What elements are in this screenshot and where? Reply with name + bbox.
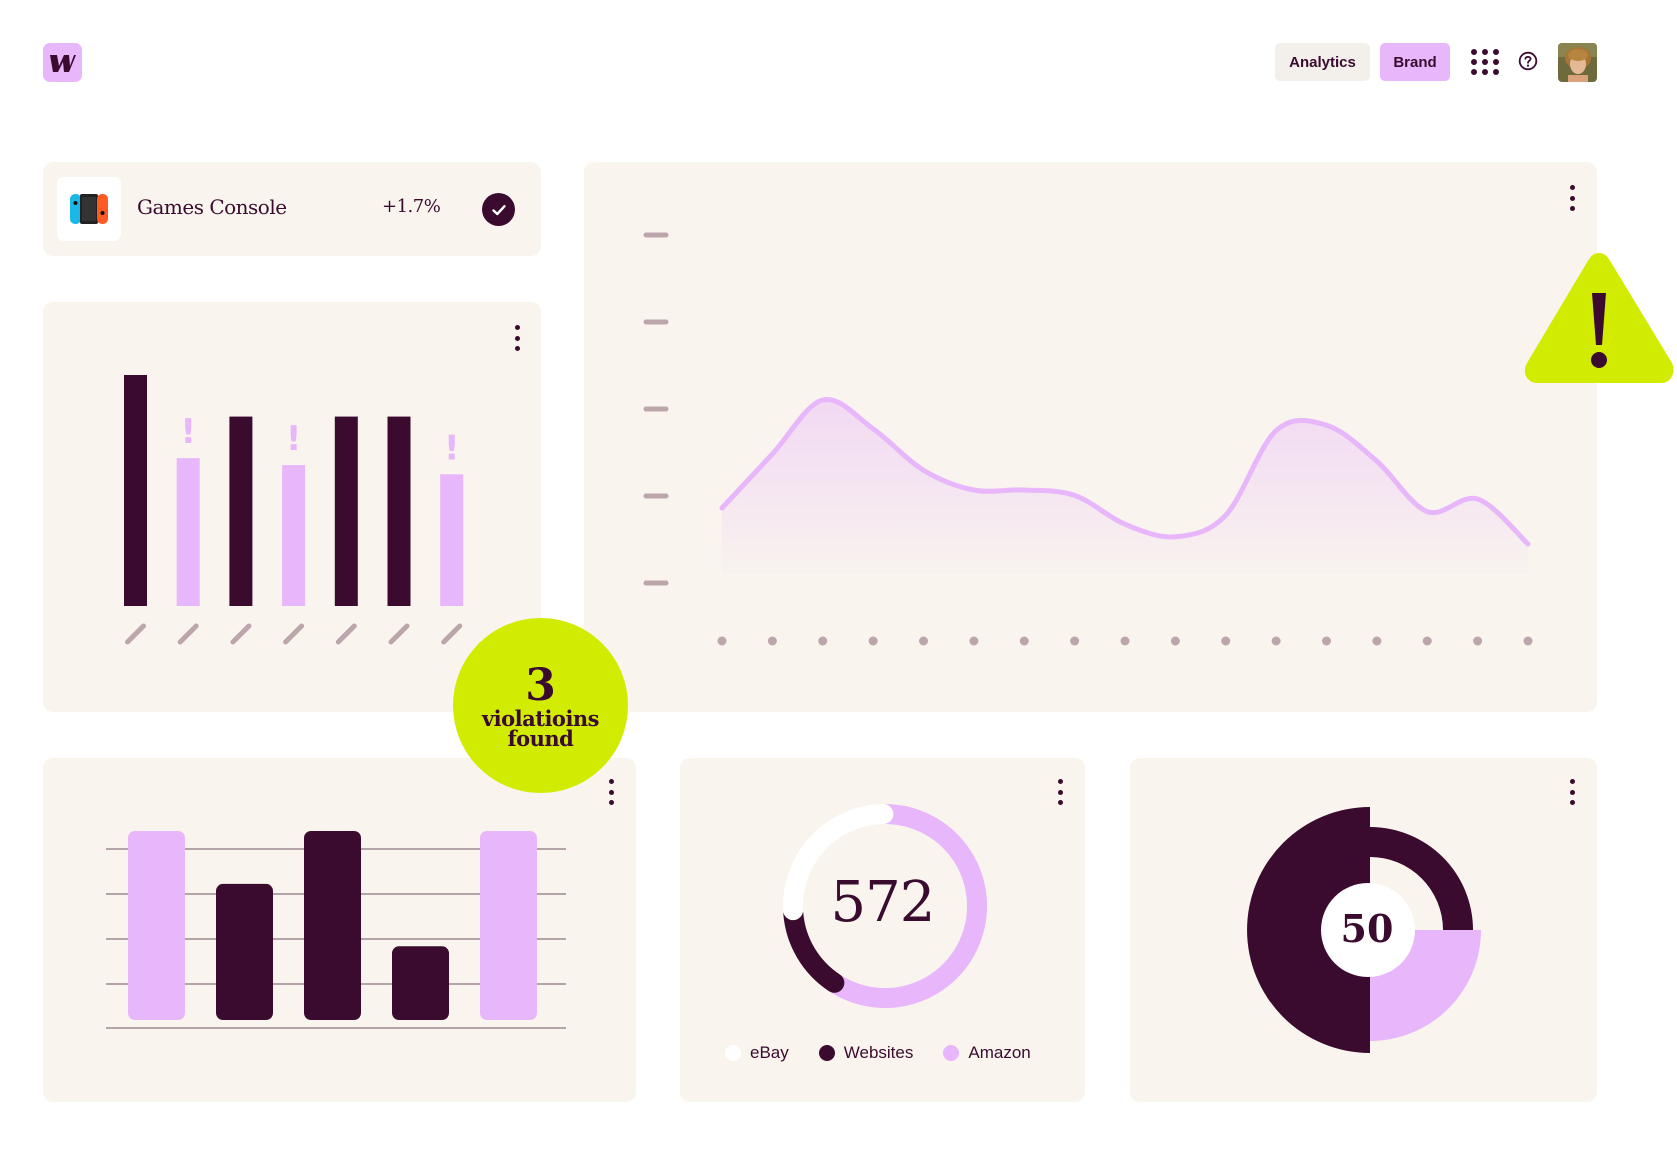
flagged-bar-chart-card: !!! — [43, 302, 541, 712]
bar — [229, 416, 253, 606]
x-tick — [283, 623, 305, 645]
comparison-bar-chart — [106, 831, 566, 1029]
more-options-icon[interactable] — [1568, 185, 1576, 211]
user-avatar[interactable] — [1558, 43, 1597, 82]
violations-count: 3 — [525, 659, 556, 711]
bar — [440, 474, 464, 606]
amazon-swatch — [943, 1045, 960, 1061]
brand-logo[interactable] — [43, 43, 82, 82]
bar — [128, 831, 185, 1020]
donut-segment — [827, 804, 987, 1008]
channel-donut-card: 572 — [680, 758, 1085, 1102]
comparison-bar-chart-card — [43, 758, 636, 1102]
bar — [216, 883, 273, 1020]
x-tick-dot — [1271, 636, 1281, 646]
score-value: 50 — [1340, 906, 1394, 951]
donut-total: 572 — [830, 870, 936, 935]
violations-label-line1: violatioins — [481, 705, 600, 731]
x-tick — [441, 623, 463, 645]
bar — [176, 458, 200, 606]
x-tick-dot — [1322, 636, 1331, 646]
x-tick-dot — [919, 636, 928, 646]
x-tick-dot — [868, 636, 878, 646]
bar — [480, 831, 537, 1020]
score-donut-card: 50 — [1130, 758, 1597, 1102]
x-tick-dot — [767, 636, 777, 646]
analytics-button[interactable]: Analytics — [1275, 43, 1370, 81]
score-donut-chart — [1247, 807, 1481, 1053]
flagged-bar-chart: !!! — [124, 375, 464, 645]
product-change: +1.7% — [382, 196, 441, 217]
check-icon — [482, 193, 515, 226]
ebay-swatch — [725, 1045, 741, 1061]
legend-item-websites: Websites — [818, 1043, 914, 1063]
donut-legend: eBay Websites Amazon — [725, 1043, 1031, 1063]
bar — [392, 946, 449, 1020]
x-tick-dot — [1422, 636, 1432, 646]
brand-button[interactable]: Brand — [1380, 43, 1450, 81]
x-tick — [125, 623, 146, 645]
apps-grid-icon[interactable] — [1470, 48, 1500, 76]
bar — [282, 465, 306, 606]
legend-label: eBay — [750, 1043, 789, 1062]
more-options-icon[interactable] — [1568, 779, 1576, 805]
product-name: Games Console — [137, 195, 287, 219]
x-tick-dot — [969, 636, 979, 646]
area-fill — [722, 399, 1528, 574]
x-tick — [335, 623, 357, 645]
bar — [304, 831, 361, 1020]
more-options-icon[interactable] — [1056, 779, 1064, 805]
warning-icon — [1524, 253, 1674, 383]
trend-area-chart — [643, 232, 1533, 646]
trend-chart-card — [584, 162, 1597, 712]
donut-segment — [783, 804, 894, 921]
more-options-icon[interactable] — [607, 779, 615, 805]
donut-segment — [783, 903, 845, 993]
x-tick-dot — [1070, 636, 1080, 646]
flag-mark: ! — [444, 428, 460, 468]
game-console-icon — [70, 194, 108, 224]
x-tick-dot — [1221, 636, 1231, 646]
product-thumbnail — [57, 177, 121, 241]
bar — [387, 416, 411, 606]
x-tick-dot — [1019, 636, 1029, 646]
violations-label-line2: found — [507, 725, 574, 751]
avatar-image — [1558, 43, 1597, 82]
donut-hole — [1321, 883, 1415, 977]
product-card[interactable]: Games Console +1.7% — [43, 162, 541, 256]
logo-w-icon — [49, 54, 76, 72]
x-tick-dot — [1372, 636, 1382, 646]
x-tick — [230, 623, 252, 645]
donut-segment — [1370, 827, 1473, 930]
donut-segment — [1247, 807, 1370, 1053]
x-tick-dot — [1120, 636, 1130, 646]
legend-item-ebay: eBay — [725, 1043, 789, 1063]
websites-swatch — [818, 1045, 835, 1061]
channel-donut-chart — [783, 804, 987, 1008]
series-line — [719, 397, 1531, 547]
flag-mark: ! — [180, 412, 196, 452]
legend-label: Websites — [843, 1043, 914, 1062]
x-tick-dot — [717, 636, 727, 646]
x-tick-dot — [818, 636, 828, 646]
x-tick-dot — [1523, 636, 1533, 646]
flag-mark: ! — [286, 419, 302, 459]
bar — [334, 416, 358, 606]
x-tick — [177, 623, 199, 645]
bar — [124, 375, 147, 606]
more-options-icon[interactable] — [513, 325, 521, 351]
help-icon[interactable] — [1518, 51, 1538, 71]
legend-label: Amazon — [968, 1043, 1031, 1062]
legend-item-amazon: Amazon — [943, 1043, 1031, 1063]
x-tick-dot — [1170, 636, 1180, 646]
x-tick-dot — [1473, 636, 1483, 646]
x-tick — [388, 623, 410, 645]
violations-badge[interactable]: 3 violatioins found — [453, 618, 628, 793]
